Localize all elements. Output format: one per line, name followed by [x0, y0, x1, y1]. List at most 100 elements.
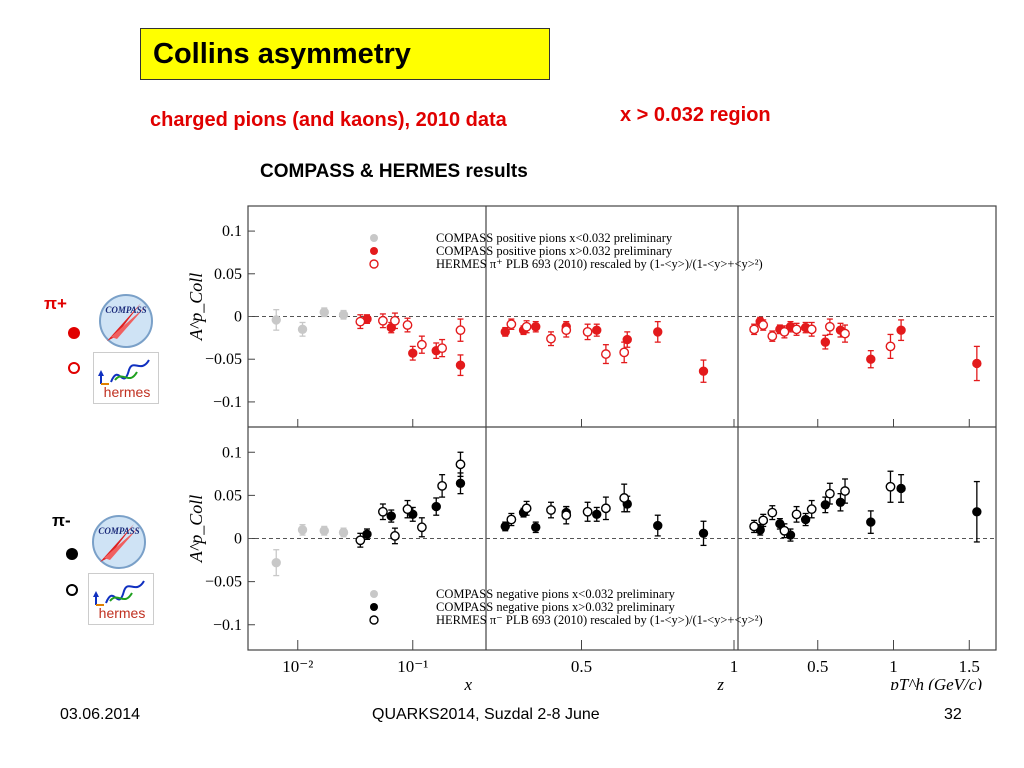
pi-minus-label: π-: [52, 511, 71, 530]
data-point: [820, 500, 831, 510]
data-point: [455, 459, 466, 470]
y-tick-label: −0.1: [213, 394, 242, 411]
legend-marker: [370, 234, 378, 242]
slide-title-box: Collins asymmetry: [140, 28, 550, 80]
hermes-logo-icon: hermes: [93, 352, 159, 404]
data-point: [500, 327, 510, 337]
data-point: [416, 522, 427, 533]
legend-marker: [369, 259, 379, 269]
y-tick-label: 0: [234, 531, 242, 548]
data-point: [896, 325, 906, 335]
legend-marker: [370, 247, 378, 255]
footer-page-number: 32: [944, 706, 962, 723]
data-point: [653, 520, 663, 531]
data-point: [378, 506, 388, 517]
slide-subtitle-data: charged pions (and kaons), 2010 data: [150, 109, 507, 131]
data-point: [386, 511, 396, 521]
compass-logo-text: COMPASS: [105, 305, 146, 315]
data-point: [408, 348, 418, 358]
data-point: [338, 310, 349, 320]
data-point: [506, 319, 517, 330]
chart-frame: [247, 205, 997, 651]
y-tick-label: 0.05: [214, 266, 242, 283]
data-point: [824, 488, 835, 499]
compass-logo-icon: COMPASS: [99, 294, 153, 348]
collins-asymmetry-chart: 0.1 0.05 0 −0.05 −0.1 A^p_Coll 0.1 0.05 0 −0.05 −0…: [186, 205, 997, 690]
data-point: [619, 347, 630, 358]
y-tick-label: 0: [234, 309, 242, 326]
data-point: [531, 522, 541, 532]
data-point: [592, 325, 602, 335]
data-point: [416, 339, 427, 350]
legend-entry: COMPASS negative pions x<0.032 prelimina…: [436, 587, 676, 601]
compass-logo-text: COMPASS: [98, 526, 139, 536]
data-point: [355, 535, 366, 546]
x-axis-label: z: [716, 675, 724, 690]
data-point: [546, 333, 556, 344]
data-point: [402, 320, 413, 330]
data-point: [271, 315, 281, 325]
slide-subtitle-region: x > 0.032 region: [620, 104, 771, 126]
data-point: [619, 493, 630, 503]
data-point: [437, 480, 448, 491]
data-point: [653, 327, 663, 337]
legend-entry: HERMES π⁻ PLB 693 (2010) rescaled by (1-…: [436, 613, 763, 627]
open-circle-icon: [68, 362, 80, 374]
x-tick-label: 0.5: [807, 657, 828, 676]
data-point: [749, 521, 760, 532]
compass-logo-icon: COMPASS: [92, 515, 146, 569]
data-point: [355, 316, 366, 327]
data-point: [531, 322, 541, 332]
data-point: [698, 528, 709, 539]
legend-entry: COMPASS positive pions x>0.032 prelimina…: [436, 244, 673, 258]
data-point: [600, 503, 611, 514]
y-tick-label: −0.05: [205, 351, 242, 368]
footer-conference: QUARKS2014, Suzdal 2-8 June: [372, 706, 600, 723]
x-tick-label: 0.5: [571, 657, 592, 676]
data-point: [896, 483, 906, 494]
data-point: [297, 525, 308, 535]
data-point: [455, 325, 466, 336]
data-point: [806, 324, 817, 335]
data-point: [592, 509, 602, 520]
data-point: [561, 510, 572, 521]
data-point: [561, 325, 572, 336]
data-point: [866, 354, 876, 364]
data-point: [431, 501, 441, 512]
data-point: [455, 478, 466, 488]
data-point: [885, 341, 896, 352]
x-tick-label: 1: [730, 657, 739, 676]
data-point: [972, 358, 982, 369]
y-tick-label: 0.1: [222, 223, 242, 240]
data-point: [779, 326, 790, 337]
legend-entry: COMPASS negative pions x>0.032 prelimina…: [436, 600, 676, 614]
data-point: [791, 509, 802, 520]
data-point: [390, 531, 400, 541]
data-point: [758, 320, 769, 330]
data-point: [749, 324, 760, 335]
hermes-logo-text: hermes: [104, 384, 151, 400]
x-tick-label: 1: [889, 657, 898, 676]
data-point: [758, 515, 769, 526]
x-tick-label: 10⁻²: [282, 657, 313, 676]
filled-circle-icon: [68, 327, 80, 339]
data-point: [824, 321, 835, 332]
y-tick-label: −0.05: [205, 574, 242, 591]
footer-date: 03.06.2014: [60, 706, 141, 723]
hermes-logo-text: hermes: [99, 605, 146, 621]
data-point: [791, 324, 802, 335]
data-point: [972, 507, 982, 517]
y-axis-label: A^p_Coll: [186, 495, 206, 564]
data-point: [506, 514, 517, 525]
legend-entry: HERMES π⁺ PLB 693 (2010) rescaled by (1-…: [436, 257, 763, 271]
legend-marker: [370, 603, 378, 611]
data-point: [840, 486, 850, 496]
data-point: [546, 505, 556, 515]
y-tick-label: −0.1: [213, 617, 242, 634]
data-point: [806, 504, 817, 515]
data-point: [271, 557, 281, 568]
data-point: [835, 497, 846, 507]
data-point: [378, 315, 388, 326]
legend-marker: [370, 590, 378, 598]
data-point: [521, 321, 532, 332]
